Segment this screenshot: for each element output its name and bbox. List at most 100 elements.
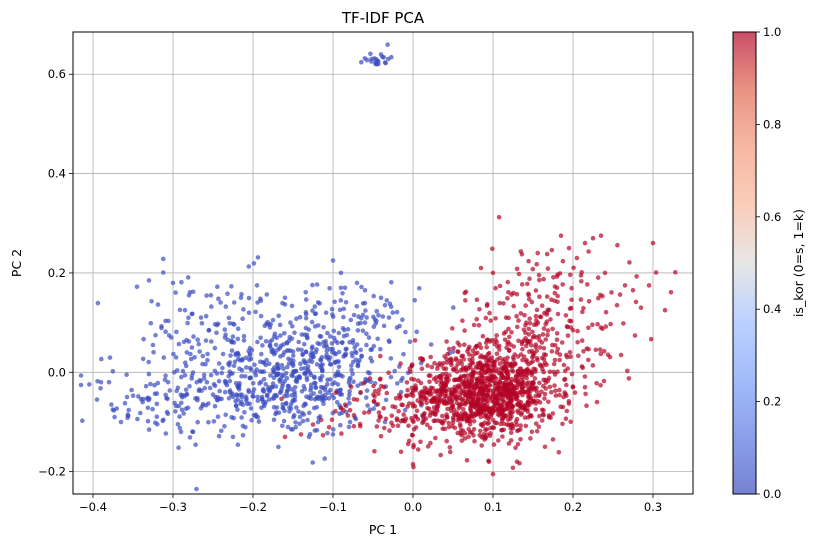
- scatter-point: [542, 444, 548, 450]
- scatter-point: [523, 303, 528, 308]
- scatter-point: [244, 396, 249, 402]
- scatter-point: [598, 233, 604, 238]
- scatter-point: [349, 363, 354, 368]
- scatter-point: [222, 389, 228, 395]
- scatter-point: [527, 349, 532, 354]
- scatter-point: [161, 256, 166, 262]
- scatter-point: [479, 421, 485, 427]
- scatter-point: [526, 258, 531, 264]
- scatter-point: [310, 460, 316, 465]
- scatter-point: [338, 270, 344, 276]
- scatter-point: [427, 425, 433, 431]
- scatter-point: [350, 353, 355, 359]
- scatter-point: [515, 324, 520, 330]
- scatter-point: [241, 338, 247, 343]
- scatter-point: [258, 335, 263, 341]
- scatter-point: [372, 449, 377, 454]
- scatter-point: [371, 293, 377, 299]
- scatter-point: [539, 389, 544, 395]
- scatter-point: [365, 403, 370, 408]
- scatter-point: [201, 372, 207, 378]
- scatter-point: [427, 379, 432, 385]
- scatter-point: [146, 427, 152, 432]
- scatter-point: [285, 364, 290, 370]
- scatter-point: [314, 395, 320, 401]
- scatter-point: [382, 425, 387, 431]
- scatter-point: [490, 471, 496, 477]
- scatter-point: [556, 450, 562, 455]
- scatter-point: [172, 400, 177, 406]
- y-tick-label: 0.2: [48, 266, 66, 280]
- scatter-point: [595, 275, 601, 280]
- scatter-point: [431, 418, 437, 424]
- scatter-point: [300, 418, 306, 424]
- scatter-point: [508, 430, 514, 436]
- scatter-point: [428, 342, 434, 347]
- scatter-point: [302, 366, 307, 371]
- scatter-point: [498, 370, 504, 376]
- scatter-point: [255, 255, 261, 260]
- scatter-point: [227, 378, 233, 384]
- scatter-point: [146, 278, 152, 283]
- colorbar-tick-label: 0.8: [763, 117, 781, 131]
- scatter-point: [134, 284, 140, 290]
- scatter-point: [369, 359, 375, 364]
- scatter-point: [222, 424, 227, 429]
- scatter-point: [463, 410, 468, 416]
- scatter-point: [329, 392, 335, 398]
- scatter-point: [546, 415, 552, 420]
- scatter-point: [188, 356, 194, 362]
- scatter-point: [297, 421, 302, 427]
- scatter-point: [310, 308, 315, 313]
- scatter-point: [485, 301, 490, 307]
- scatter-point: [341, 314, 346, 320]
- scatter-point: [369, 347, 375, 352]
- scatter-point: [450, 415, 456, 421]
- scatter-point: [87, 382, 92, 387]
- scatter-point: [358, 390, 363, 395]
- scatter-point: [325, 330, 330, 336]
- scatter-point: [462, 436, 468, 441]
- scatter-point: [253, 309, 258, 315]
- scatter-point: [165, 379, 171, 385]
- scatter-point: [374, 62, 380, 67]
- scatter-point: [554, 337, 560, 343]
- scatter-point: [342, 352, 348, 358]
- scatter-point: [466, 434, 471, 440]
- scatter-point: [261, 369, 267, 374]
- scatter-point: [525, 281, 530, 287]
- scatter-point: [303, 402, 308, 407]
- scatter-point: [248, 356, 254, 362]
- scatter-point: [161, 355, 167, 360]
- scatter-point: [582, 374, 588, 379]
- scatter-point: [524, 375, 529, 381]
- scatter-point: [435, 418, 441, 423]
- scatter-point: [277, 379, 283, 384]
- scatter-point: [496, 214, 502, 220]
- scatter-point: [543, 352, 548, 358]
- scatter-point: [536, 333, 542, 339]
- scatter-point: [179, 279, 184, 285]
- scatter-point: [314, 282, 320, 287]
- scatter-point: [561, 362, 567, 368]
- scatter-point: [338, 422, 343, 428]
- scatter-point: [530, 266, 536, 272]
- scatter-point: [537, 380, 542, 386]
- scatter-point: [486, 416, 492, 421]
- scatter-point: [390, 310, 396, 315]
- scatter-point: [614, 302, 620, 308]
- scatter-point: [246, 387, 251, 393]
- scatter-point: [294, 316, 299, 322]
- scatter-point: [367, 376, 373, 381]
- scatter-point: [533, 407, 538, 412]
- scatter-point: [331, 335, 337, 341]
- scatter-point: [207, 385, 213, 391]
- scatter-point: [504, 422, 510, 427]
- scatter-point: [497, 300, 503, 306]
- scatter-point: [292, 385, 298, 390]
- scatter-point: [328, 334, 333, 339]
- scatter-point: [152, 382, 157, 388]
- scatter-point: [220, 365, 225, 371]
- scatter-point: [446, 346, 452, 352]
- scatter-point: [323, 310, 329, 316]
